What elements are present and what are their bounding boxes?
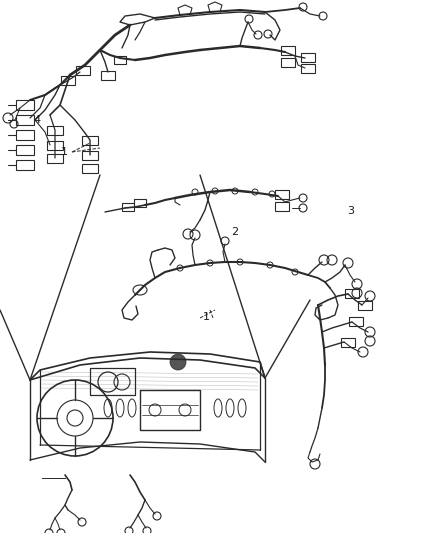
Bar [76, 66, 90, 75]
Text: 1: 1 [60, 147, 67, 157]
Bar [301, 63, 315, 72]
Bar [281, 58, 295, 67]
Bar [281, 45, 295, 54]
Bar [341, 337, 355, 346]
Bar [82, 164, 98, 173]
Bar [122, 203, 134, 211]
Text: 4: 4 [34, 115, 41, 125]
Text: 3: 3 [347, 206, 354, 215]
Bar [16, 115, 34, 125]
Bar [349, 317, 363, 326]
Bar [275, 201, 289, 211]
Bar [101, 70, 115, 79]
Bar [47, 125, 63, 134]
Text: 2: 2 [231, 227, 238, 237]
Bar [16, 100, 34, 110]
Bar [275, 190, 289, 198]
Bar [16, 160, 34, 170]
Bar [47, 154, 63, 163]
Bar [301, 52, 315, 61]
Bar [345, 288, 359, 297]
Circle shape [170, 354, 186, 370]
Bar [16, 130, 34, 140]
Bar [134, 199, 146, 207]
Text: 1: 1 [202, 312, 209, 322]
Bar [61, 76, 75, 85]
Bar [16, 145, 34, 155]
Bar [114, 56, 126, 64]
Bar [82, 150, 98, 159]
Bar [47, 141, 63, 149]
Bar [82, 135, 98, 144]
Bar [358, 301, 372, 310]
